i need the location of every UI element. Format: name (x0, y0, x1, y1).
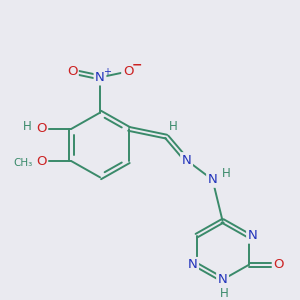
Text: H: H (220, 287, 229, 300)
Text: N: N (95, 71, 105, 84)
Text: N: N (218, 273, 227, 286)
Text: N: N (188, 259, 197, 272)
Text: N: N (248, 229, 257, 242)
Text: O: O (36, 154, 47, 168)
Text: H: H (23, 120, 32, 134)
Text: H: H (222, 167, 231, 180)
Text: N: N (182, 154, 191, 167)
Text: CH₃: CH₃ (14, 158, 33, 168)
Text: O: O (36, 122, 47, 135)
Text: −: − (132, 58, 142, 71)
Text: O: O (273, 259, 284, 272)
Text: O: O (123, 65, 133, 78)
Text: N: N (208, 173, 218, 186)
Text: O: O (67, 65, 77, 78)
Text: H: H (169, 120, 178, 134)
Text: +: + (103, 67, 111, 76)
